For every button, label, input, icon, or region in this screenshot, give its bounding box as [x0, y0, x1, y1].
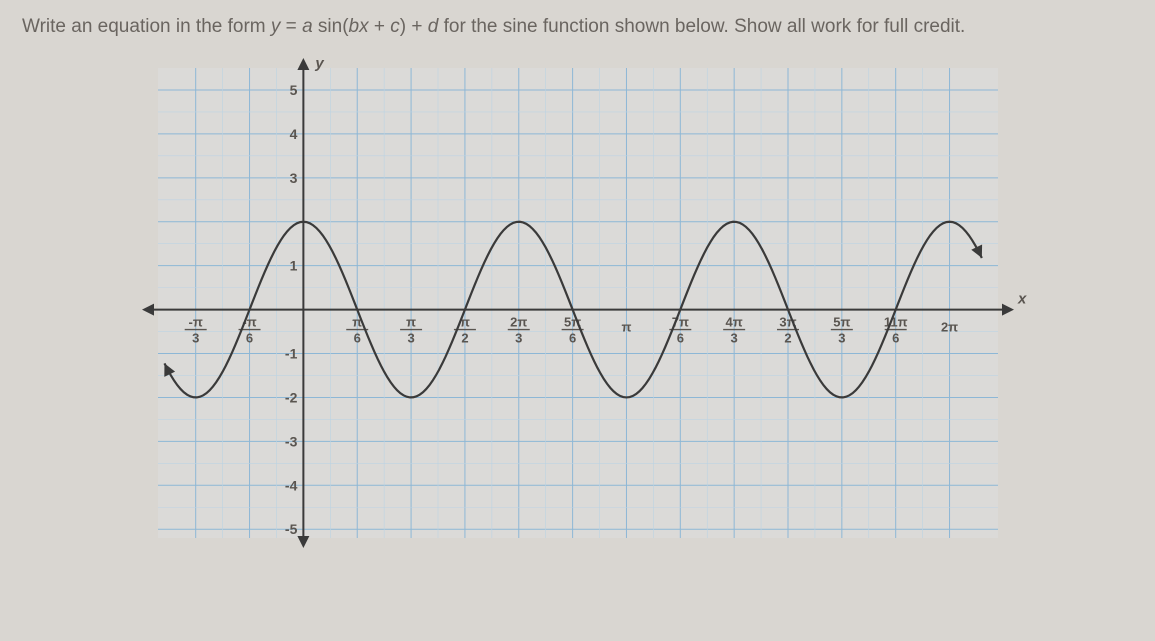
svg-text:2π: 2π: [510, 314, 527, 329]
svg-text:6: 6: [245, 330, 252, 345]
eq-d: d: [428, 16, 439, 37]
svg-text:2: 2: [461, 330, 468, 345]
y-tick-label: 3: [289, 169, 297, 185]
svg-text:-π: -π: [188, 314, 202, 329]
y-tick-label: -3: [284, 433, 297, 449]
sine-chart: yx-5-4-3-2-11345-π3-π6π6π3π22π35π6π7π64π…: [128, 58, 1028, 578]
y-tick-label: 5: [289, 82, 297, 98]
chart-svg: yx-5-4-3-2-11345-π3-π6π6π3π22π35π6π7π64π…: [128, 58, 1028, 578]
svg-text:π: π: [621, 319, 631, 334]
svg-text:3: 3: [407, 330, 414, 345]
eq-y: y: [271, 16, 281, 37]
svg-text:2π: 2π: [940, 319, 957, 334]
svg-text:11π: 11π: [883, 314, 907, 329]
svg-text:3: 3: [838, 330, 845, 345]
eq-plus: +: [369, 16, 391, 37]
eq-a: a: [302, 16, 313, 37]
svg-text:π: π: [406, 314, 416, 329]
y-tick-label: 4: [289, 126, 297, 142]
svg-text:6: 6: [676, 330, 683, 345]
svg-text:3: 3: [192, 330, 199, 345]
eq-c: c: [390, 16, 400, 37]
svg-text:3: 3: [730, 330, 737, 345]
prompt-post: for the sine function shown below. Show …: [438, 16, 965, 37]
eq-plus2: +: [406, 16, 428, 37]
y-tick-label: -2: [284, 389, 297, 405]
y-tick-label: -5: [284, 521, 297, 537]
x-tick-label: 2π: [940, 319, 957, 334]
eq-x: x: [359, 16, 369, 37]
svg-text:4π: 4π: [725, 314, 742, 329]
x-tick-label: π: [621, 319, 631, 334]
eq-sin: sin: [313, 16, 343, 37]
y-tick-label: 1: [289, 257, 297, 273]
y-tick-label: -4: [284, 477, 297, 493]
svg-text:6: 6: [892, 330, 899, 345]
y-tick-label: -1: [284, 345, 297, 361]
prompt-pre: Write an equation in the form: [22, 16, 271, 37]
svg-text:5π: 5π: [833, 314, 850, 329]
svg-text:6: 6: [353, 330, 360, 345]
y-axis-label: y: [314, 58, 324, 72]
svg-text:2: 2: [784, 330, 791, 345]
eq-equals: =: [280, 16, 302, 37]
svg-text:6: 6: [568, 330, 575, 345]
svg-text:3: 3: [515, 330, 522, 345]
question-prompt: Write an equation in the form y = a sin(…: [22, 14, 1133, 40]
eq-b: b: [349, 16, 360, 37]
x-axis-label: x: [1017, 290, 1027, 307]
